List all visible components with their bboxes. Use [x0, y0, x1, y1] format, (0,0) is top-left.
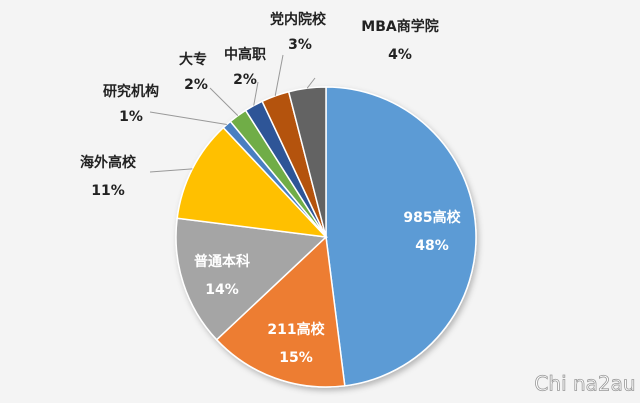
pie-slice — [325, 86, 477, 387]
slice-label: 海外高校 — [80, 154, 137, 171]
slice-value-label: 4% — [388, 47, 412, 63]
slice-value-label: 11% — [91, 183, 125, 199]
slice-value-label: 48% — [415, 238, 449, 254]
pie-slice — [176, 126, 328, 239]
slice-label: 党内院校 — [270, 11, 327, 28]
slice-value-label: 14% — [205, 282, 239, 298]
pie — [175, 86, 477, 388]
slice-label: 985高校 — [403, 209, 461, 226]
leader-line — [209, 87, 239, 117]
pie-slice — [215, 235, 346, 388]
slice-label: 大专 — [179, 51, 207, 68]
slice-value-label: 15% — [279, 350, 313, 366]
leader-line — [306, 77, 316, 89]
slice-label: 211高校 — [267, 321, 325, 338]
pie-slice — [175, 217, 328, 341]
watermark: Chi na2au — [534, 372, 635, 396]
leader-line — [149, 168, 193, 173]
leader-line — [149, 111, 227, 125]
leader-line — [274, 54, 284, 96]
slice-label: MBA商学院 — [361, 18, 438, 35]
slice-label: 中高职 — [224, 46, 266, 63]
slice-label: 普通本科 — [194, 253, 250, 270]
slice-value-label: 3% — [288, 37, 312, 53]
slice-value-label: 2% — [184, 77, 208, 93]
slice-value-label: 2% — [233, 72, 257, 88]
leader-line — [253, 81, 259, 106]
slice-value-label: 1% — [119, 109, 143, 125]
slice-label: 研究机构 — [103, 83, 159, 100]
